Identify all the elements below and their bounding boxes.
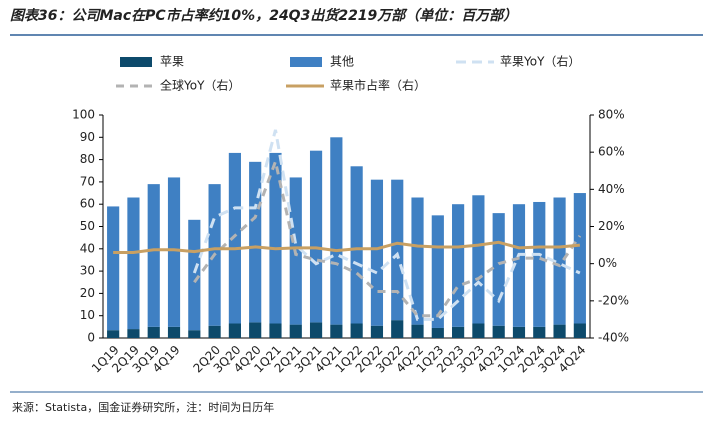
y2-tick-label: 60% [598,145,625,159]
line [192,129,581,321]
line [193,156,582,318]
bar [431,327,444,338]
bar [573,323,586,338]
legend-label: 苹果YoY（右） [500,54,580,69]
bar [269,323,282,338]
bar [350,166,363,324]
y-tick-label: 50 [80,219,95,233]
bar [330,324,343,338]
bar [411,197,424,325]
bar [208,325,221,338]
bar [370,325,384,338]
bar [309,150,323,323]
y-tick-label: 30 [80,264,95,278]
y2-tick-label: -40% [598,331,629,345]
bar [188,330,201,338]
bar [573,193,586,324]
bar [147,184,160,327]
legend-label: 苹果 [160,55,184,69]
y-tick-label: 60 [80,197,95,211]
bar [147,326,160,338]
y2-tick-label: 20% [598,219,625,233]
bar [249,161,262,323]
bar [309,322,323,338]
y2-tick-label: -20% [598,293,629,307]
y2-tick-label: 40% [598,182,625,196]
bar [512,326,526,338]
bar [228,323,241,338]
bar [492,213,505,326]
legend-swatch [290,57,322,67]
bar [411,324,424,338]
bar [492,325,505,338]
bar [533,201,546,327]
bar [249,322,262,338]
y-tick-label: 20 [80,286,95,300]
legend-label: 其他 [330,55,354,69]
bar [188,219,201,331]
y-tick-label: 70 [80,174,95,188]
bar [512,204,526,327]
bar [472,195,485,324]
bar [107,330,120,338]
bar [452,204,465,327]
bar [167,326,181,338]
line [113,240,580,255]
bar [391,179,404,321]
y2-tick-label: 80% [598,108,625,122]
bar [228,152,241,324]
chart-title: 图表36：公司Mac在PC市占率约10%，24Q3出货2219万部（单位：百万部… [10,7,517,24]
bar [533,326,546,338]
bar [472,323,485,338]
y2-tick-label: 0% [598,256,617,270]
bar [127,197,140,330]
legend-label: 苹果市占率（右） [330,78,426,93]
bar [127,329,140,338]
y-tick-label: 10 [80,308,95,322]
bar [431,215,444,328]
bar [350,323,363,338]
bar [269,152,282,324]
bar [391,320,404,338]
source: 来源：Statista，国金证券研究所，注：时间为日历年 [12,400,274,414]
y-tick-label: 100 [72,108,95,122]
y-tick-label: 40 [80,241,95,255]
y-tick-label: 80 [80,152,95,166]
bar [370,179,384,326]
bar [553,324,566,338]
bar [167,177,181,327]
y-tick-label: 0 [87,331,95,345]
legend-label: 全球YoY（右） [160,78,240,93]
y-tick-label: 90 [80,130,95,144]
legend-swatch [120,57,152,67]
bar [107,206,120,331]
bar [289,324,302,338]
bar [553,197,566,325]
bar [330,137,343,325]
bar [452,326,465,338]
